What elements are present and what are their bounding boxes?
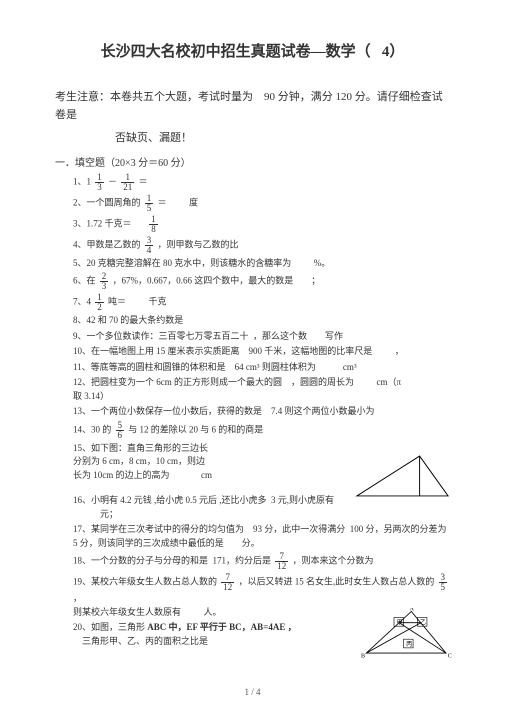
question-4: 4、甲数是乙数的 34 ，则甲数与乙数的比 <box>73 236 450 255</box>
title-text: 长沙四大名校初中招生真题试卷—数学（ <box>101 44 371 60</box>
exam-title: 长沙四大名校初中招生真题试卷—数学（ 4） <box>55 40 450 61</box>
question-17: 17、某同学在三次考试中的得分的均匀值为 93 分，此中一次得满分 100 分，… <box>73 523 450 550</box>
title-number: 4） <box>382 44 405 60</box>
section-head-1: 一．填空题（20×3 分＝60 分） <box>55 154 450 169</box>
question-5: 5、20 克糖完整溶解在 80 克水中，则该糖水的含糖率为 %。 <box>73 257 450 271</box>
label-jia: 甲 <box>397 619 403 626</box>
vertex-b: B <box>361 653 365 659</box>
question-11: 11、等底等高的圆柱和圆锥的体积和是 64 cm³ 则圆柱体积为 cm³ <box>73 361 450 375</box>
question-16: 16、小明有 4.2 元钱 ,给小虎 0.5 元后 ,还比小虎多 3 元,则小虎… <box>73 494 450 521</box>
question-13: 13、一个两位小数保存一位小数后，获得的数是 7.4 则这个两位小数最小为 <box>73 405 450 419</box>
vertex-a: A <box>410 608 415 613</box>
question-18: 18、一个分数的分子与分母的和是 171，约分后是 712 ，则本来这个分数为 <box>73 552 450 571</box>
notice-line2: 否缺页、漏题！ <box>115 130 450 148</box>
question-3: 3、1.72 千克＝ 18 <box>73 215 450 234</box>
question-20: 20、如图，三角形 ABC 中，EF 平行于 BC，AB=4AE ， 三角形甲、… <box>73 621 333 648</box>
label-bing: 丙 <box>406 641 412 648</box>
question-9: 9、一个多位数读作：三百零七万零五百二十 ，那么这个数 写作 <box>73 330 450 344</box>
question-2: 2、一个圆周角的 15 ＝ 度 <box>73 194 450 213</box>
vertex-c: C <box>448 653 452 659</box>
question-1: 1、1 13 － 121 ＝ <box>73 173 450 192</box>
question-10: 10、在一幅地图上用 15 厘米表示实质距离 900 千米，这幅地图的比率尺是 … <box>73 345 450 359</box>
question-12: 12、把圆柱变为一个 6cm 的正方形则成一个最大的圆 ，圆圆的周长为 cm（π… <box>73 376 450 403</box>
question-15: 15、如下图：直角三角形的三边长 分别为 6 cm，8 cm，10 cm，则边 … <box>73 442 303 483</box>
triangle-abc-figure: A B C 甲 乙 丙 <box>357 608 457 660</box>
question-6: 6、在 23 ，67%，0.667，0.66 这四个数中，最大的数是 ； <box>73 272 450 291</box>
notice-line1: 考生注意：本卷共五个大题，考试时量为 90 分钟，满分 120 分。请仔细检查试… <box>55 89 450 124</box>
question-8: 8、42 和 70 的最大条约数是 <box>73 314 450 328</box>
page-number: 1 / 4 <box>0 687 505 697</box>
right-triangle-figure <box>355 454 450 498</box>
question-7: 7、4 12 吨＝ 千克 <box>73 293 450 312</box>
label-yi: 乙 <box>420 619 426 626</box>
question-14: 14、30 的 56 与 12 的差除以 20 与 6 的和的商是 <box>73 421 450 440</box>
